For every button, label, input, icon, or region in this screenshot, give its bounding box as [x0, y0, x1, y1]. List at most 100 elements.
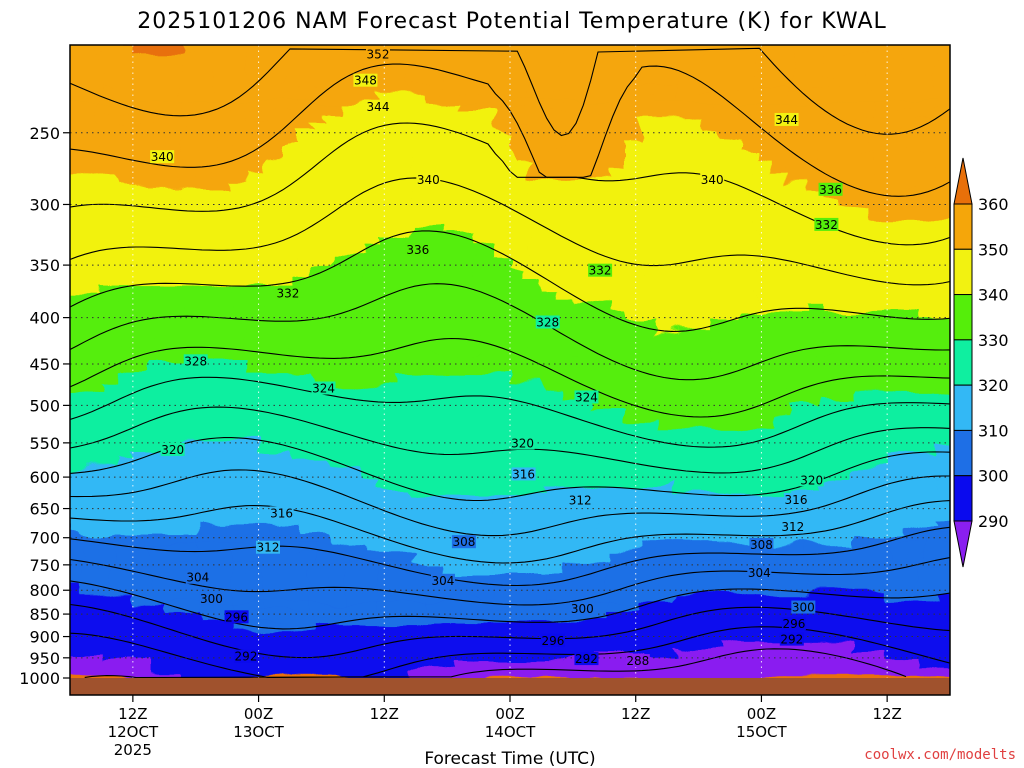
theta-cell — [197, 524, 216, 536]
theta-cell — [559, 640, 577, 651]
theta-cell — [395, 207, 413, 219]
theta-cell — [82, 342, 101, 353]
theta-cell — [230, 399, 249, 411]
theta-cell — [460, 592, 479, 603]
theta-cell — [723, 601, 741, 613]
theta-cell — [674, 323, 692, 334]
theta-cell — [855, 351, 873, 363]
theta-cell — [263, 553, 281, 565]
theta-cell — [805, 371, 824, 382]
theta-cell — [789, 553, 807, 565]
theta-cell — [772, 198, 791, 209]
theta-cell — [542, 573, 561, 584]
theta-cell — [280, 457, 298, 469]
theta-cell — [657, 53, 676, 65]
theta-cell — [460, 351, 479, 363]
theta-cell — [887, 640, 906, 651]
contour-label-text: 340 — [417, 173, 440, 187]
theta-cell — [542, 524, 561, 536]
theta-cell — [789, 178, 807, 190]
theta-cell — [230, 621, 249, 632]
theta-cell — [329, 178, 347, 190]
theta-cell — [214, 515, 232, 526]
theta-cell — [625, 294, 643, 305]
theta-cell — [937, 332, 950, 344]
theta-cell — [937, 467, 950, 478]
theta-cell — [395, 534, 413, 546]
theta-cell — [99, 121, 117, 132]
theta-cell — [70, 45, 84, 55]
theta-cell — [427, 496, 446, 507]
theta-cell — [954, 621, 971, 632]
theta-cell — [526, 601, 544, 613]
theta-cell — [263, 582, 281, 594]
theta-cell — [937, 659, 950, 671]
theta-cell — [871, 265, 889, 276]
theta-cell — [772, 611, 791, 623]
theta-cell — [575, 313, 594, 325]
theta-cell — [395, 226, 413, 238]
theta-cell — [460, 178, 479, 190]
theta-cell — [493, 428, 511, 440]
theta-cell — [772, 361, 791, 373]
theta-cell — [756, 457, 774, 469]
theta-cell — [197, 313, 216, 325]
theta-cell — [937, 284, 950, 296]
theta-cell — [756, 274, 774, 286]
theta-cell — [510, 92, 528, 103]
theta-cell — [641, 217, 659, 228]
theta-cell — [838, 265, 856, 276]
theta-cell — [345, 265, 364, 276]
theta-cell — [477, 53, 495, 65]
theta-cell — [263, 496, 281, 507]
theta-cell — [510, 669, 528, 678]
x-tick-label-line: 00Z — [244, 705, 273, 723]
theta-cell — [756, 178, 774, 190]
theta-cell — [608, 217, 626, 228]
theta-cell — [608, 255, 626, 267]
theta-cell — [657, 198, 676, 209]
theta-cell — [657, 92, 676, 103]
contour-label: 340 — [150, 150, 175, 164]
theta-cell — [805, 486, 824, 498]
theta-cell — [920, 149, 939, 161]
theta-cell — [641, 45, 659, 46]
theta-cell — [395, 380, 413, 392]
theta-cell — [99, 486, 117, 498]
theta-cell — [674, 169, 692, 180]
theta-cell — [740, 524, 758, 536]
theta-cell — [280, 53, 298, 65]
theta-cell — [82, 45, 101, 55]
theta-cell — [855, 419, 873, 430]
theta-cell — [542, 265, 561, 276]
theta-cell — [592, 409, 610, 421]
contour-label: 320 — [160, 442, 185, 457]
theta-cell — [70, 255, 84, 267]
theta-cell — [920, 573, 939, 584]
theta-cell — [542, 534, 561, 546]
theta-cell — [641, 573, 659, 584]
theta-cell — [838, 621, 856, 632]
theta-cell — [690, 399, 709, 411]
theta-cell — [263, 246, 281, 257]
theta-cell — [197, 486, 216, 498]
x-tick-label-line: 12OCT — [108, 723, 159, 741]
theta-cell — [247, 563, 265, 575]
theta-cell — [70, 601, 84, 613]
theta-cell — [871, 92, 889, 103]
theta-cell — [378, 226, 396, 238]
theta-cell — [427, 563, 446, 575]
theta-cell — [510, 149, 528, 161]
theta-cell — [657, 524, 676, 536]
theta-cell — [641, 582, 659, 594]
theta-cell — [641, 53, 659, 65]
theta-cell — [395, 284, 413, 296]
theta-cell — [115, 53, 134, 65]
theta-cell — [477, 63, 495, 75]
theta-cell — [822, 659, 840, 671]
theta-cell — [887, 45, 906, 46]
theta-cell — [165, 457, 183, 469]
theta-cell — [575, 640, 594, 651]
theta-cell — [70, 45, 84, 46]
theta-cell — [296, 284, 314, 296]
